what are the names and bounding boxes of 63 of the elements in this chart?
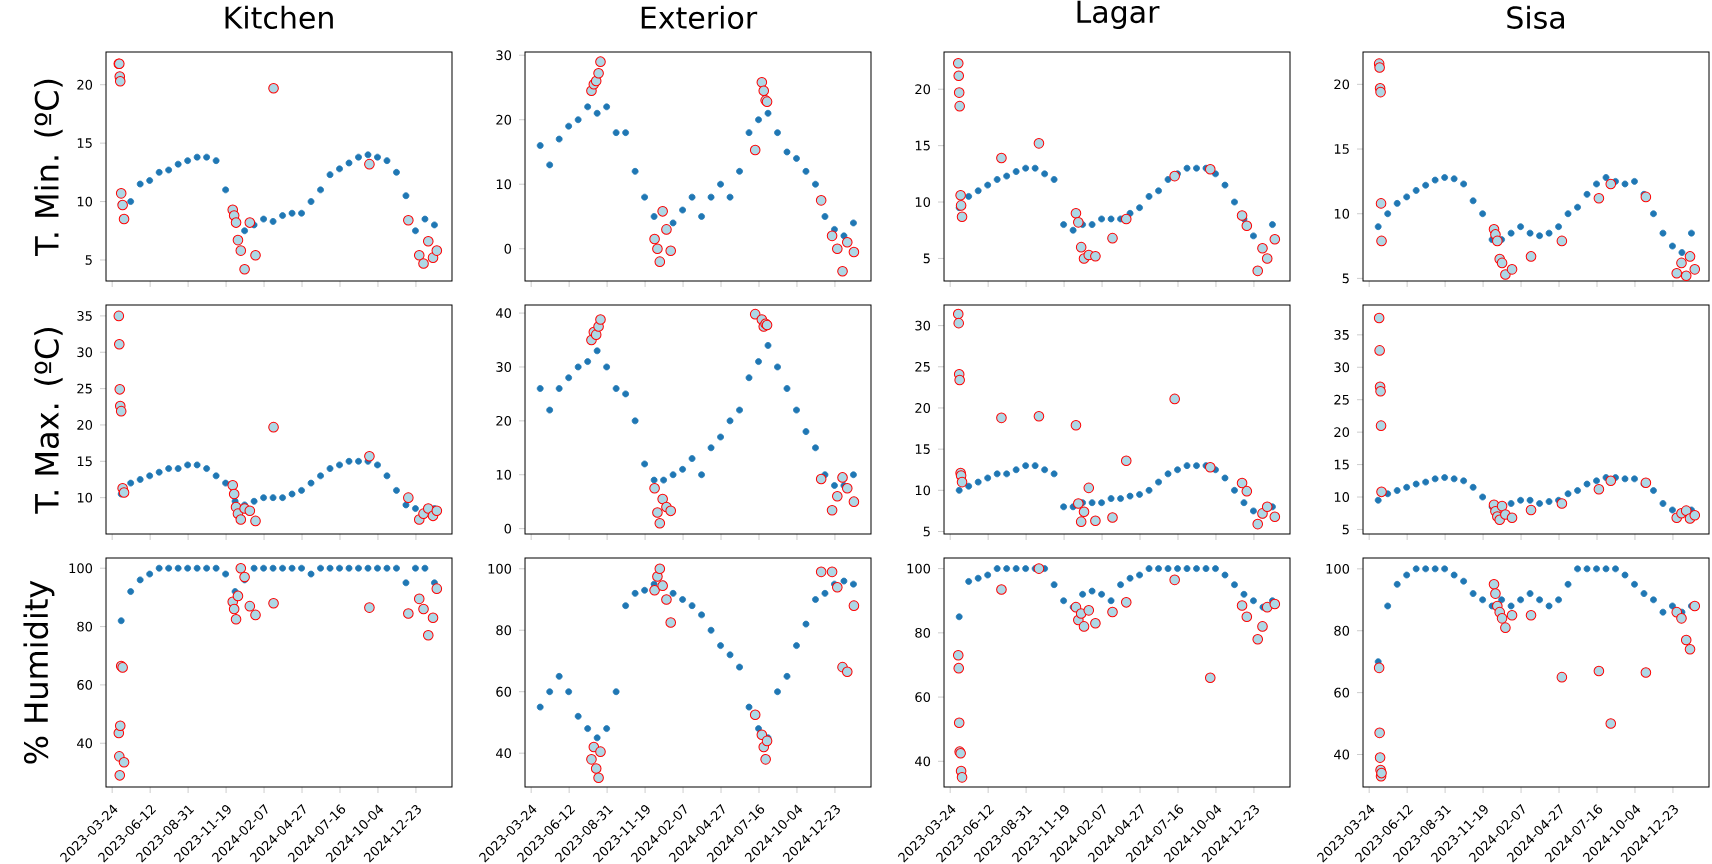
y-tick-label: 10 xyxy=(77,492,93,503)
y-tick-label: 40 xyxy=(496,748,512,759)
y-tick-label: 40 xyxy=(1334,749,1350,760)
y-tick-label: 80 xyxy=(77,621,93,632)
y-tick-label: 60 xyxy=(496,686,512,697)
chart-title: Lagar xyxy=(1077,0,1160,29)
y-tick-label: 15 xyxy=(1334,459,1349,470)
y-tick-label: 10 xyxy=(496,179,512,190)
y-tick-label: 25 xyxy=(915,361,930,372)
y-tick-label: 20 xyxy=(77,420,93,430)
y-tick-label: 20 xyxy=(915,84,931,95)
y-tick-label: 80 xyxy=(496,625,512,636)
y-tick-label: 30 xyxy=(496,50,512,61)
y-tick-label: 10 xyxy=(496,469,512,480)
y-axis-title: T. Min. (ºC) xyxy=(34,79,63,257)
y-tick-label: 15 xyxy=(915,444,930,454)
y-tick-label: 30 xyxy=(77,347,93,358)
y-tick-label: 60 xyxy=(77,680,93,690)
y-tick-label: 40 xyxy=(77,738,93,749)
y-axis-title: % Humidity xyxy=(23,580,55,764)
y-tick-label: 20 xyxy=(1334,427,1350,438)
y-tick-label: 80 xyxy=(915,627,931,638)
y-tick-label: 5 xyxy=(85,255,92,265)
y-tick-label: 10 xyxy=(915,197,931,207)
y-tick-label: 20 xyxy=(77,79,93,90)
y-tick-label: 5 xyxy=(923,253,930,264)
y-tick-label: 15 xyxy=(77,456,92,467)
y-tick-label: 30 xyxy=(496,362,512,372)
y-tick-label: 60 xyxy=(1334,687,1350,698)
y-tick-label: 25 xyxy=(1334,394,1349,405)
y-tick-label: 20 xyxy=(496,415,512,426)
y-tick-label: 5 xyxy=(1342,273,1349,284)
y-tick-label: 35 xyxy=(1334,329,1349,340)
y-tick-label: 40 xyxy=(496,308,512,318)
y-tick-label: 15 xyxy=(77,138,92,148)
y-tick-label: 0 xyxy=(504,523,512,534)
y-tick-label: 15 xyxy=(915,140,930,151)
y-tick-label: 10 xyxy=(1334,208,1350,219)
y-tick-label: 5 xyxy=(923,526,930,537)
y-tick-label: 30 xyxy=(915,320,931,331)
y-tick-label: 60 xyxy=(915,692,931,702)
y-tick-label: 30 xyxy=(1334,362,1350,373)
y-tick-label: 5 xyxy=(1342,524,1349,535)
chart-title: Sisa xyxy=(1507,5,1564,29)
y-tick-label: 35 xyxy=(77,311,92,321)
y-tick-label: 15 xyxy=(1334,144,1349,154)
y-tick-label: 100 xyxy=(1326,563,1350,574)
y-tick-label: 25 xyxy=(77,383,92,394)
y-tick-label: 10 xyxy=(915,485,931,496)
chart-title: Exterior xyxy=(641,5,758,29)
y-tick-label: 10 xyxy=(77,196,93,207)
y-tick-label: 20 xyxy=(496,114,512,125)
y-tick-label: 100 xyxy=(69,563,93,574)
y-tick-label: 80 xyxy=(1334,625,1350,636)
y-tick-label: 20 xyxy=(1334,79,1350,90)
y-tick-label: 0 xyxy=(504,243,512,254)
y-tick-label: 10 xyxy=(1334,492,1350,502)
y-tick-label: 20 xyxy=(915,403,931,413)
chart-title: Kitchen xyxy=(225,5,333,29)
y-tick-label: 40 xyxy=(915,756,931,767)
y-axis-title: T. Max. (ºC) xyxy=(34,328,63,514)
y-tick-label: 100 xyxy=(488,563,512,574)
y-tick-label: 100 xyxy=(907,563,931,574)
